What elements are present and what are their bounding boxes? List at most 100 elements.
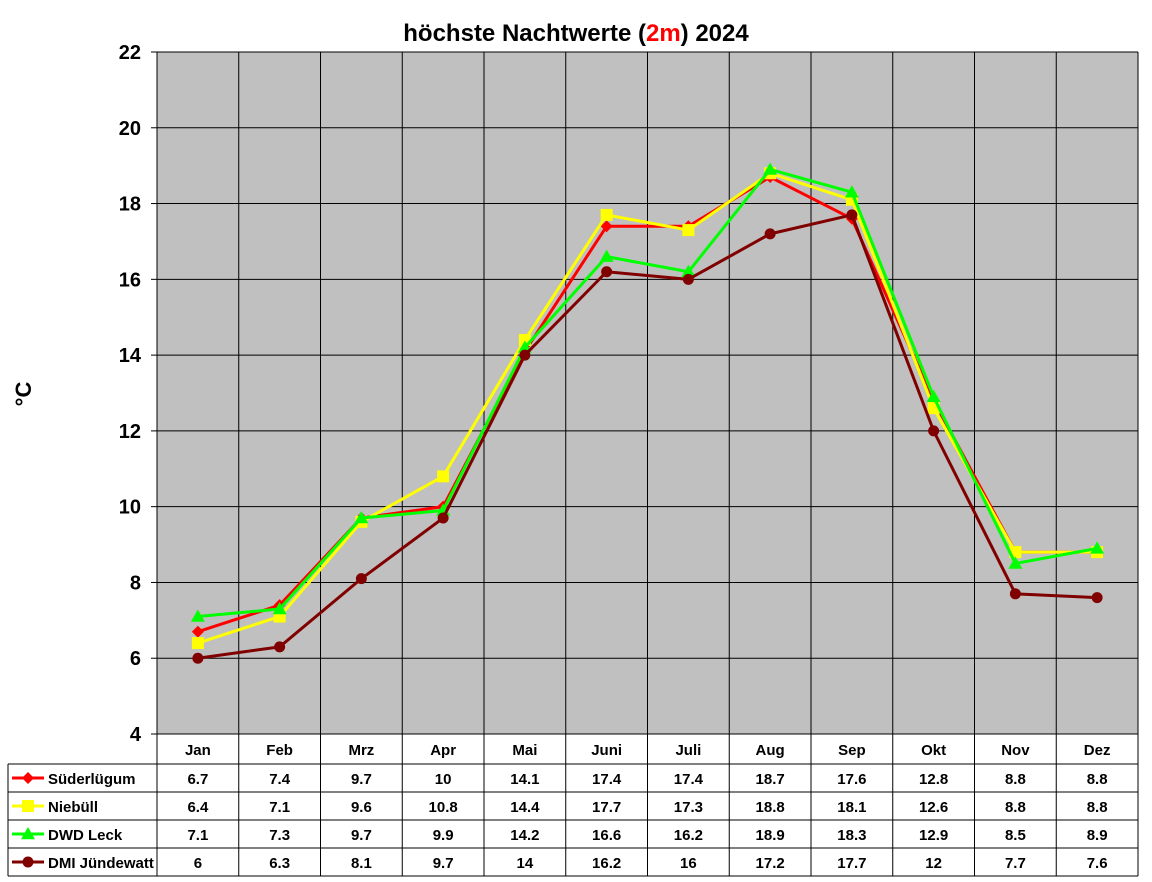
table-value-cell: 8.8 — [1087, 771, 1108, 788]
series-group — [190, 162, 1105, 664]
table-value-cell: 16.2 — [592, 855, 621, 872]
data-point — [355, 573, 367, 585]
table-value-cell: 7.1 — [187, 827, 208, 844]
table-value-cell: 9.7 — [351, 771, 372, 788]
data-point — [600, 208, 613, 221]
series-line — [197, 167, 1098, 619]
x-category-label: Nov — [1001, 742, 1030, 759]
legend-series-name: DMI Jündewatt — [48, 855, 154, 872]
y-tick-label: 6 — [130, 648, 141, 670]
chart-title-suffix: ) 2024 — [681, 20, 750, 47]
data-point — [274, 641, 286, 653]
data-point — [846, 209, 858, 221]
y-tick-label: 22 — [119, 42, 141, 64]
x-category-label: Aug — [756, 742, 785, 759]
y-tick-label: 16 — [119, 269, 141, 291]
table-value-cell: 7.3 — [269, 827, 290, 844]
data-point — [926, 389, 941, 403]
data-point — [190, 609, 205, 622]
table-value-cell: 12.8 — [919, 771, 948, 788]
data-point — [519, 349, 531, 361]
data-point — [192, 652, 204, 664]
data-point — [682, 224, 695, 237]
table-value-cell: 12.6 — [919, 799, 948, 816]
series-dwd-leck — [190, 162, 1105, 622]
data-point — [272, 601, 287, 615]
y-tick-label: 10 — [119, 497, 141, 519]
chart-title-prefix: höchste Nachtwerte ( — [403, 20, 646, 47]
table-value-cell: 8.1 — [351, 855, 372, 872]
data-point — [764, 228, 776, 240]
x-category-label: Mrz — [348, 742, 374, 759]
data-point — [1009, 588, 1021, 600]
series-line — [197, 213, 1098, 660]
table-value-cell: 14.2 — [510, 827, 539, 844]
table-value-cell: 6.7 — [187, 771, 208, 788]
x-category-label: Dez — [1084, 742, 1111, 759]
x-category-label: Apr — [430, 742, 456, 759]
x-category-label: Sep — [838, 742, 866, 759]
table-value-cell: 17.7 — [837, 855, 866, 872]
data-point — [437, 470, 450, 483]
table-value-cell: 7.4 — [269, 771, 291, 788]
table-value-cell: 16.6 — [592, 827, 621, 844]
table-value-cell: 12.9 — [919, 827, 948, 844]
x-category-label: Juli — [675, 742, 701, 759]
table-value-cell: 18.7 — [756, 771, 785, 788]
legend-series-name: Niebüll — [48, 799, 98, 816]
table-value-cell: 9.9 — [433, 827, 454, 844]
data-table: Jan Feb Mrz Apr Mai Juni Juli Aug Sep Okt Nov Dez Sü… — [7, 733, 1139, 877]
table-value-cell: 9.6 — [351, 799, 372, 816]
data-point — [682, 273, 694, 285]
table-value-cell: 7.6 — [1087, 855, 1108, 872]
table-value-cell: 14 — [517, 855, 534, 872]
data-point — [1008, 556, 1023, 569]
table-value-cell: 8.8 — [1005, 799, 1026, 816]
legend-key-marker — [22, 856, 34, 868]
x-category-label: Mai — [512, 742, 537, 759]
table-value-cell: 18.3 — [837, 827, 866, 844]
table-value-cell: 16 — [680, 855, 697, 872]
chart-title: höchste Nachtwerte (2m) 2024 — [403, 20, 749, 47]
table-value-cell: 18.9 — [756, 827, 785, 844]
table-value-cell: 9.7 — [351, 827, 372, 844]
table-value-cell: 8.9 — [1087, 827, 1108, 844]
table-value-cell: 9.7 — [433, 855, 454, 872]
table-value-cell: 14.1 — [510, 771, 539, 788]
table-value-cell: 17.3 — [674, 799, 703, 816]
table-value-cell: 17.2 — [756, 855, 785, 872]
data-point — [1090, 541, 1105, 554]
table-value-cell: 12 — [925, 855, 942, 872]
legend-series-name: Süderlügum — [48, 771, 136, 788]
data-point — [437, 512, 449, 524]
data-point — [191, 625, 204, 638]
data-point — [681, 264, 696, 278]
table-value-cell: 17.7 — [592, 799, 621, 816]
table-value-cell: 6 — [194, 855, 202, 872]
table-value-cell: 17.4 — [674, 771, 704, 788]
y-axis-label: °C — [11, 382, 36, 407]
data-point — [928, 425, 940, 437]
y-tick-label: 14 — [119, 345, 142, 367]
y-tick-label: 8 — [130, 572, 141, 594]
data-point — [601, 266, 613, 278]
table-value-cell: 8.5 — [1005, 827, 1026, 844]
legend-key-marker — [22, 772, 34, 784]
y-tick-label: 18 — [119, 194, 141, 216]
data-point — [600, 220, 613, 233]
plot-area: 4 6 8 10 12 14 16 18 20 22 — [119, 42, 1139, 746]
data-point — [354, 511, 369, 524]
table-value-cell: 18.1 — [837, 799, 866, 816]
y-tick-label: 20 — [119, 118, 141, 140]
series-dmi-j-ndewatt — [192, 209, 1103, 664]
series-line — [197, 171, 1098, 645]
data-point — [599, 249, 614, 262]
table-value-cell: 7.1 — [269, 799, 290, 816]
data-point — [844, 185, 859, 198]
table-value-cell: 7.7 — [1005, 855, 1026, 872]
table-value-cell: 6.4 — [187, 799, 209, 816]
table-value-cell: 16.2 — [674, 827, 703, 844]
x-category-label: Jan — [185, 742, 211, 759]
data-point — [191, 637, 204, 650]
legend-key-marker — [22, 800, 34, 812]
